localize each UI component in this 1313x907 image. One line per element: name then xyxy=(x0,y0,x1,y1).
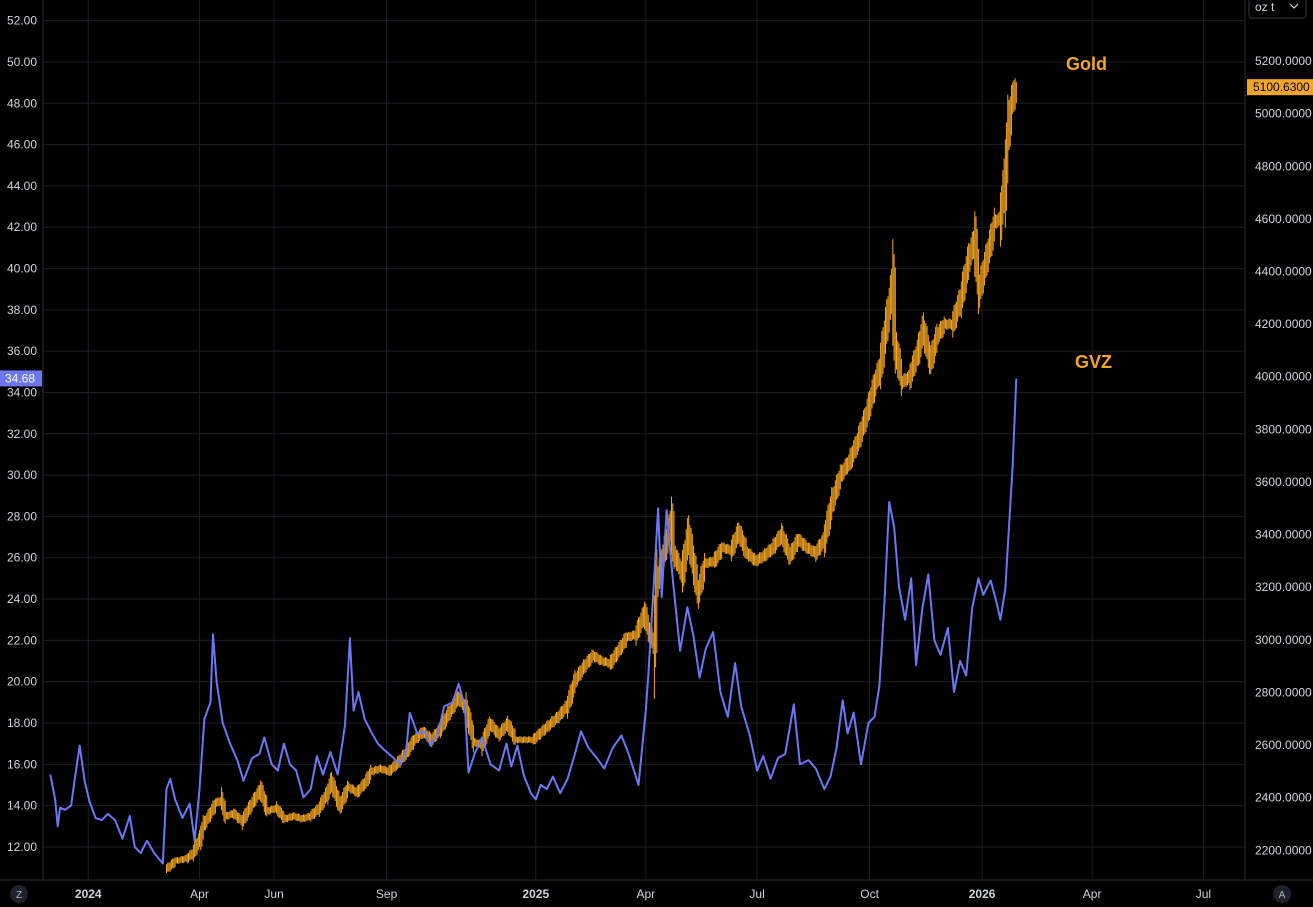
unit-selector[interactable]: oz t xyxy=(1248,0,1307,19)
left-tick-label: 44.00 xyxy=(7,179,37,193)
time-tick-label: Jul xyxy=(1196,887,1211,901)
time-tick-label: Jun xyxy=(264,887,283,901)
left-tick-label: 22.00 xyxy=(7,633,37,647)
left-tick-label: 12.00 xyxy=(7,840,37,854)
gold-series-label: Gold xyxy=(1066,54,1107,74)
time-axis[interactable]: 2024 Apr Jun Sep 2025 Apr Jul Oct 2026 Apr Jul xyxy=(75,887,1211,901)
time-tick-label: 2025 xyxy=(522,887,549,901)
time-tick-label: Jul xyxy=(749,887,764,901)
left-tick-label: 40.00 xyxy=(7,262,37,276)
right-tick-label: 3000.0000 xyxy=(1255,633,1312,647)
left-tick-label: 50.00 xyxy=(7,55,37,69)
time-tick-label: Sep xyxy=(376,887,398,901)
right-tick-label: 3600.0000 xyxy=(1255,475,1312,489)
right-tick-label: 4200.0000 xyxy=(1255,317,1312,331)
left-tick-label: 30.00 xyxy=(7,468,37,482)
right-tick-label: 5000.0000 xyxy=(1255,107,1312,121)
gvz-last-value-text: 34.68 xyxy=(5,371,35,385)
left-tick-label: 32.00 xyxy=(7,427,37,441)
auto-scale-button-label: A xyxy=(1279,890,1286,901)
time-tick-label: Oct xyxy=(860,887,879,901)
left-tick-label: 18.00 xyxy=(7,716,37,730)
right-tick-label: 3800.0000 xyxy=(1255,422,1312,436)
left-tick-label: 20.00 xyxy=(7,675,37,689)
gvz-series-label: GVZ xyxy=(1075,352,1112,372)
auto-scale-button[interactable]: A xyxy=(1273,885,1291,903)
last-value-badges: 34.68 5100.6300 xyxy=(0,79,1313,387)
left-tick-label: 42.00 xyxy=(7,220,37,234)
right-tick-label: 3400.0000 xyxy=(1255,528,1312,542)
right-price-axis[interactable]: 2200.0000 2400.0000 2600.0000 2800.0000 3000… xyxy=(1255,54,1312,857)
time-tick-label: Apr xyxy=(636,887,655,901)
gold-series[interactable] xyxy=(166,78,1017,874)
right-tick-label: 4800.0000 xyxy=(1255,159,1312,173)
gvz-series[interactable] xyxy=(49,378,1018,865)
left-tick-label: 26.00 xyxy=(7,551,37,565)
left-tick-label: 14.00 xyxy=(7,799,37,813)
left-tick-label: 46.00 xyxy=(7,138,37,152)
right-tick-label: 5200.0000 xyxy=(1255,54,1312,68)
gold-last-value-text: 5100.6300 xyxy=(1253,80,1310,94)
time-tick-label: 2026 xyxy=(969,887,996,901)
unit-selector-label: oz t xyxy=(1255,0,1275,14)
chevron-down-icon xyxy=(1289,3,1299,9)
time-tick-label: Apr xyxy=(190,887,209,901)
left-tick-label: 48.00 xyxy=(7,96,37,110)
left-tick-label: 52.00 xyxy=(7,14,37,28)
gvz-last-value-badge xyxy=(0,370,42,387)
left-tick-label: 16.00 xyxy=(7,757,37,771)
right-tick-label: 3200.0000 xyxy=(1255,580,1312,594)
right-tick-label: 2400.0000 xyxy=(1255,791,1312,805)
log-scale-button-label: Z xyxy=(16,890,22,901)
log-scale-button[interactable]: Z xyxy=(10,885,28,903)
left-tick-label: 34.00 xyxy=(7,385,37,399)
grid xyxy=(0,0,1313,881)
left-tick-label: 36.00 xyxy=(7,344,37,358)
time-tick-label: Apr xyxy=(1083,887,1102,901)
right-tick-label: 4000.0000 xyxy=(1255,370,1312,384)
left-tick-label: 38.00 xyxy=(7,303,37,317)
right-tick-label: 2200.0000 xyxy=(1255,843,1312,857)
gold-last-value-badge xyxy=(1247,79,1313,96)
plot-area[interactable] xyxy=(49,78,1018,874)
right-tick-label: 4600.0000 xyxy=(1255,212,1312,226)
right-tick-label: 2600.0000 xyxy=(1255,738,1312,752)
left-tick-label: 28.00 xyxy=(7,509,37,523)
left-tick-label: 24.00 xyxy=(7,592,37,606)
right-tick-label: 4400.0000 xyxy=(1255,264,1312,278)
time-tick-label: 2024 xyxy=(75,887,102,901)
left-price-axis[interactable]: 12.00 14.00 16.00 18.00 20.00 22.00 24.00 26.00… xyxy=(7,14,37,854)
right-tick-label: 2800.0000 xyxy=(1255,685,1312,699)
